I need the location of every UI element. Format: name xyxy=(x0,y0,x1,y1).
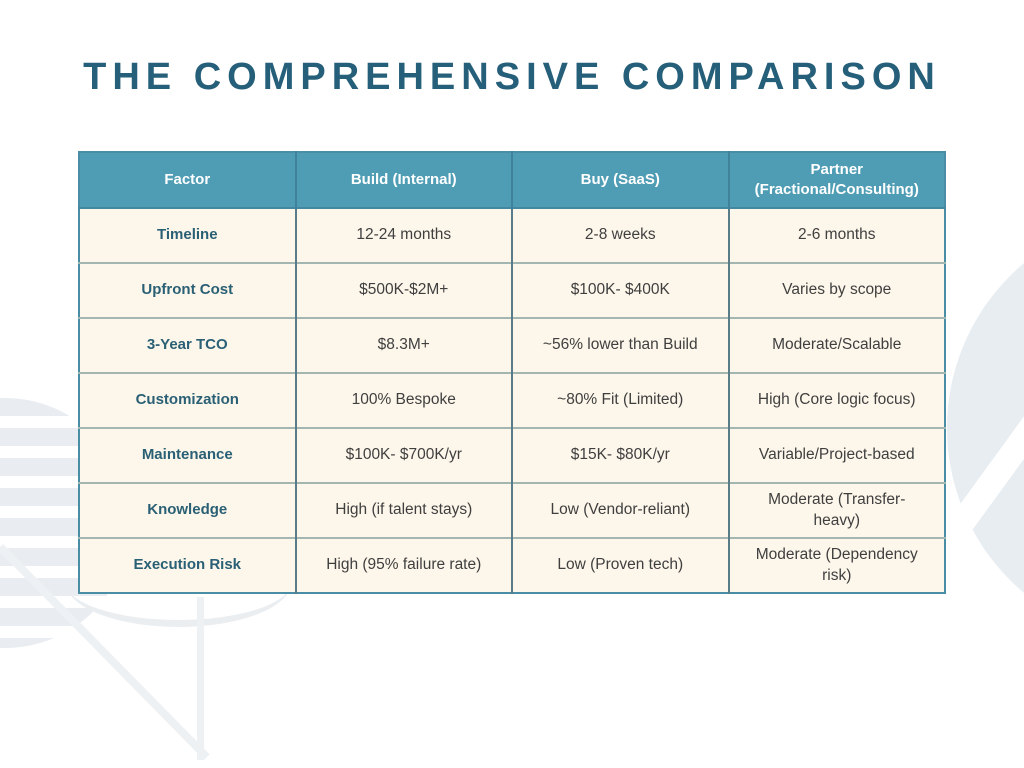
factor-cell: Upfront Cost xyxy=(79,262,296,318)
table-row: 3-Year TCO $8.3M+ ~56% lower than Build Mod… xyxy=(79,317,945,373)
column-header-factor: Factor xyxy=(79,152,296,208)
factor-cell: Execution Risk xyxy=(79,537,296,593)
factor-cell: 3-Year TCO xyxy=(79,317,296,373)
page-title: THE COMPREHENSIVE COMPARISON xyxy=(83,56,941,98)
table-header-row: Factor Build (Internal) Buy (SaaS) Partn… xyxy=(79,152,945,208)
comparison-table: Factor Build (Internal) Buy (SaaS) Partn… xyxy=(78,151,946,594)
column-header-build: Build (Internal) xyxy=(294,152,512,208)
factor-cell: Maintenance xyxy=(79,427,296,483)
column-header-buy: Buy (SaaS) xyxy=(511,152,729,208)
circle-stripe-decoration xyxy=(947,278,1024,643)
table-row: Timeline 12-24 months 2-8 weeks 2-6 months xyxy=(79,207,945,263)
value-cell: $15K- $80K/yr xyxy=(511,427,729,483)
value-cell: $100K- $700K/yr xyxy=(294,427,512,483)
factor-cell: Timeline xyxy=(79,207,296,263)
value-cell: High (Core logic focus) xyxy=(727,372,945,428)
vertical-line-decoration xyxy=(197,597,204,760)
value-cell: 2-8 weeks xyxy=(511,207,729,263)
swoosh-arc-decoration xyxy=(66,578,291,627)
value-cell: 2-6 months xyxy=(727,207,945,263)
value-cell: ~56% lower than Build xyxy=(511,317,729,373)
table-row: Customization 100% Bespoke ~80% Fit (Limit… xyxy=(79,372,945,428)
value-cell: $100K- $400K xyxy=(511,262,729,318)
value-cell: Moderate/Scalable xyxy=(727,317,945,373)
value-cell: High (if talent stays) xyxy=(294,482,512,538)
comparison-table-body: Timeline 12-24 months 2-8 weeks 2-6 months U… xyxy=(79,207,945,593)
value-cell: 100% Bespoke xyxy=(294,372,512,428)
circle-decoration xyxy=(947,213,1024,643)
value-cell: Varies by scope xyxy=(727,262,945,318)
table-row: Execution Risk High (95% failure rate) Low… xyxy=(79,537,945,593)
table-row: Upfront Cost $500K-$2M+ $100K- $400K Varies… xyxy=(79,262,945,318)
factor-cell: Knowledge xyxy=(79,482,296,538)
value-cell: Variable/Project-based xyxy=(727,427,945,483)
column-header-partner: Partner (Fractional/Consulting) xyxy=(727,152,945,208)
table-row: Maintenance $100K- $700K/yr $15K- $80K/yr V… xyxy=(79,427,945,483)
table-row: Knowledge High (if talent stays) Low (Vend… xyxy=(79,482,945,538)
factor-cell: Customization xyxy=(79,372,296,428)
value-cell: Low (Vendor-reliant) xyxy=(511,482,729,538)
value-cell: $500K-$2M+ xyxy=(294,262,512,318)
value-cell: High (95% failure rate) xyxy=(294,537,512,593)
value-cell: ~80% Fit (Limited) xyxy=(511,372,729,428)
value-cell: Moderate (Transfer-heavy) xyxy=(727,482,945,538)
value-cell: $8.3M+ xyxy=(294,317,512,373)
value-cell: 12-24 months xyxy=(294,207,512,263)
value-cell: Low (Proven tech) xyxy=(511,537,729,593)
value-cell: Moderate (Dependency risk) xyxy=(727,537,945,593)
